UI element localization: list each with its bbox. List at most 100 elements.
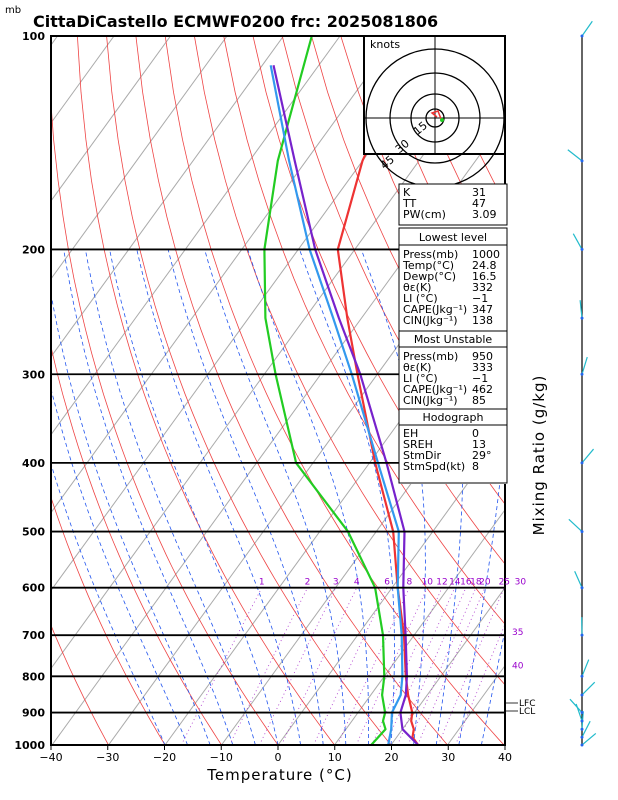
- isotherm: [503, 742, 505, 745]
- mixing-ratio-line: [281, 587, 358, 745]
- mixing-ratio-line: [229, 587, 308, 745]
- index-hodo-label: StmSpd(kt): [403, 460, 465, 473]
- index-lowest-value: 16.5: [472, 270, 497, 283]
- mixing-ratio-label: 20: [479, 578, 491, 588]
- wind-barb-dot: [580, 372, 584, 376]
- wind-barb: [567, 149, 583, 162]
- temp-tick: 30: [441, 751, 455, 764]
- storm-motion-marker: [440, 118, 444, 122]
- index-top-value: 47: [472, 197, 486, 210]
- temp-tick: −10: [210, 751, 233, 764]
- index-top-value: 3.09: [472, 208, 497, 221]
- chart-title: CittaDiCastello ECMWF0200 frc: 202508180…: [33, 12, 438, 31]
- index-hodo-label: StmDir: [403, 449, 442, 462]
- dry-adiabat: [51, 344, 222, 745]
- mixing-ratio-label: 10: [421, 578, 433, 588]
- temp-tick: −20: [153, 751, 176, 764]
- indices-panel: Lowest level Most Unstable Hodograph K 31…: [398, 183, 508, 484]
- mixing-ratio-label: 6: [384, 578, 390, 588]
- background-lines: [51, 36, 505, 745]
- isotherm: [390, 586, 505, 745]
- isotherm: [51, 36, 115, 124]
- hodograph-title: Hodograph: [423, 411, 484, 424]
- temp-tick: 10: [328, 751, 342, 764]
- hodo-ring-label-45: 45: [378, 153, 397, 172]
- wind-barb: [579, 300, 583, 319]
- mixing-ratio-label: 2: [305, 578, 311, 588]
- index-top-label: PW(cm): [403, 208, 446, 221]
- mixing-ratio-line: [180, 587, 263, 745]
- moist-adiabat: [63, 249, 234, 745]
- mixing-ratio-label: 18: [470, 578, 482, 588]
- temp-tick: 0: [275, 751, 282, 764]
- index-unstable-value: 333: [472, 361, 493, 374]
- index-unstable-value: 950: [472, 350, 493, 363]
- x-axis-label: Temperature (°C): [206, 766, 352, 784]
- indices-box-top: [398, 183, 508, 226]
- isobars: [51, 35, 505, 746]
- index-hodo-label: SREH: [403, 438, 433, 451]
- wind-barb: [581, 732, 597, 746]
- wind-barb-dot: [580, 719, 584, 723]
- mixing-ratio-label: 14: [449, 578, 461, 588]
- wind-barbs: [567, 20, 597, 747]
- mixing-ratio-line: [371, 587, 443, 745]
- isotherm: [51, 36, 341, 436]
- index-unstable-label: CAPE(Jkg⁻¹): [403, 383, 467, 396]
- wind-barb-dot: [580, 711, 584, 715]
- wind-barb: [569, 698, 583, 713]
- mixing-ratio-label: 3: [333, 578, 339, 588]
- mixing-ratio-line: [397, 587, 467, 745]
- wind-barb: [581, 20, 593, 37]
- wind-barb-dot: [580, 586, 584, 590]
- isotherm: [51, 36, 397, 514]
- pressure-tick: 200: [22, 243, 45, 256]
- pressure-tick: 400: [22, 457, 45, 470]
- mixing-ratio-line: [385, 587, 456, 745]
- wind-barb: [581, 448, 595, 464]
- dry-adiabat: [164, 36, 505, 745]
- index-lowest-label: LI (°C): [403, 292, 438, 305]
- mixing-ratio-label: 16: [460, 578, 472, 588]
- index-hodo-value: 29°: [472, 449, 492, 462]
- wind-barb-dot: [580, 34, 584, 38]
- pressure-tick: 900: [22, 707, 45, 720]
- hodo-units: knots: [370, 38, 400, 51]
- pressure-tick: 1000: [14, 739, 45, 752]
- hodo-trace: [430, 110, 442, 120]
- dry-adiabat: [77, 36, 335, 745]
- index-lowest-value: 332: [472, 281, 493, 294]
- pressure-tick: 500: [22, 526, 45, 539]
- mixing-ratio-label: 30: [515, 578, 527, 588]
- index-lowest-value: 24.8: [472, 259, 497, 272]
- dry-adiabat: [252, 36, 505, 565]
- wind-barb: [572, 233, 583, 250]
- pressure-tick: 300: [22, 368, 45, 381]
- dry-adiabat: [51, 624, 109, 745]
- temp-tick: −40: [39, 751, 62, 764]
- index-top-label: TT: [402, 197, 417, 210]
- dry-adiabat: [106, 36, 392, 745]
- wind-barb-dot: [580, 461, 584, 465]
- wind-barb-dot: [580, 743, 584, 747]
- pressure-tick: 700: [22, 629, 45, 642]
- index-hodo-value: 8: [472, 460, 479, 473]
- moist-adiabat: [85, 249, 256, 745]
- theta-e-label: 35: [512, 628, 523, 638]
- index-lowest-value: 347: [472, 303, 493, 316]
- wind-barb-dot: [580, 530, 584, 534]
- index-unstable-value: 462: [472, 383, 493, 396]
- dry-adiabat: [194, 36, 505, 686]
- wind-barb-dot: [580, 159, 584, 163]
- isotherm: [51, 36, 284, 358]
- index-lowest-value: 1000: [472, 248, 500, 261]
- wind-barb: [568, 518, 583, 533]
- index-lowest-label: Press(mb): [403, 248, 458, 261]
- series-parcel: [272, 65, 419, 745]
- isotherm: [51, 36, 171, 202]
- wind-barb-dot: [580, 727, 584, 731]
- moist-adiabat: [481, 628, 505, 745]
- series-wet-bulb: [269, 65, 404, 745]
